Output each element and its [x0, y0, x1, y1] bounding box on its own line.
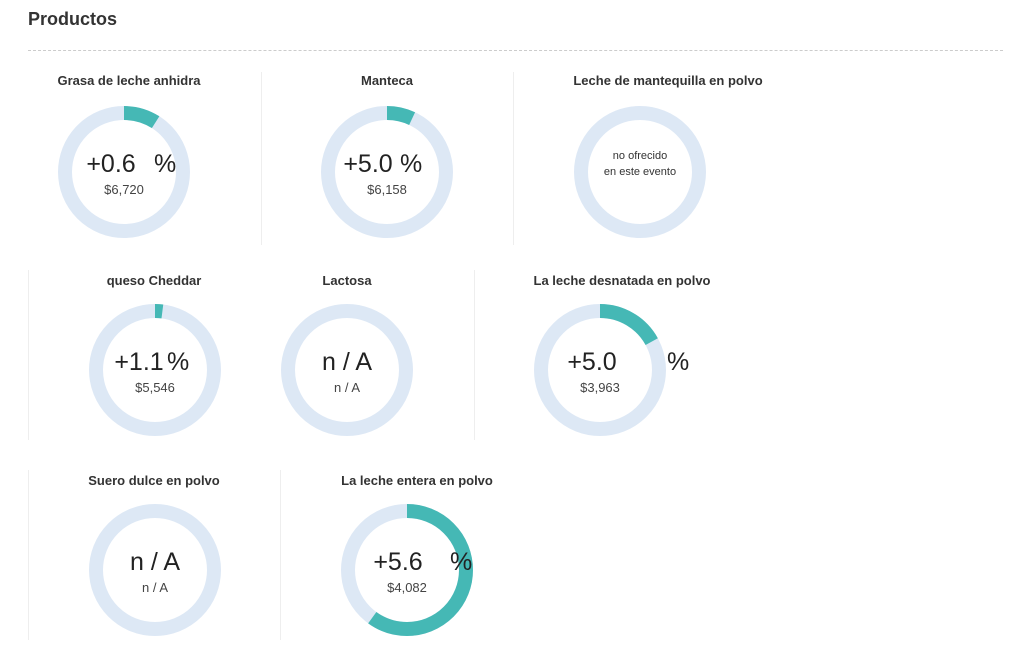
product-donut[interactable]: no ofrecido en este evento: [572, 104, 708, 240]
price: n / A: [333, 380, 361, 395]
product-donut[interactable]: +5.0 % $6,158: [319, 104, 455, 240]
donut-ring: [58, 106, 190, 238]
price: $5,546: [135, 380, 175, 395]
product-donut[interactable]: +5.0 % $3,963: [532, 302, 689, 438]
product-donut[interactable]: +1.1 % $5,546: [87, 302, 223, 438]
product-title: Leche de mantequilla en polvo: [573, 73, 763, 88]
product-title: Lactosa: [322, 273, 372, 288]
donut-ring: [574, 106, 706, 238]
change-value: +5.0: [343, 150, 393, 178]
donut-track: [89, 504, 221, 636]
donut-ring: [534, 304, 666, 436]
price: $6,720: [104, 182, 144, 197]
divider: [280, 470, 281, 640]
product-title: La leche desnatada en polvo: [533, 273, 711, 288]
product-donut[interactable]: n / A n / A: [279, 302, 415, 438]
donut-fill-arc: [321, 106, 453, 238]
divider: [261, 72, 262, 245]
change-value: +5.6: [373, 548, 423, 576]
product-donut[interactable]: +5.6 % $4,082: [339, 502, 475, 638]
divider: [513, 72, 514, 245]
product-title: Manteca: [360, 73, 414, 88]
change-value: n / A: [321, 348, 373, 376]
not-offered-line1: no ofrecido: [612, 150, 668, 162]
percent-sign: %: [450, 548, 473, 576]
price: $4,082: [387, 580, 427, 595]
price: $3,963: [580, 380, 620, 395]
price: $6,158: [367, 182, 407, 197]
product-donut[interactable]: n / A n / A: [87, 502, 223, 638]
product-title: La leche entera en polvo: [341, 473, 493, 488]
not-offered-line2: en este evento: [603, 166, 677, 178]
divider: [28, 270, 29, 440]
donut-ring: [281, 304, 413, 436]
product-title: queso Cheddar: [106, 273, 202, 288]
product-donut[interactable]: +0.6 % $6,720: [56, 104, 192, 240]
divider: [28, 50, 1003, 51]
donut-track: [574, 106, 706, 238]
price: n / A: [141, 580, 169, 595]
percent-sign: %: [400, 150, 423, 178]
page-title: Productos: [28, 9, 118, 29]
donut-fill-arc: [89, 304, 221, 436]
donut-track: [281, 304, 413, 436]
change-value: +1.1: [114, 348, 164, 376]
divider: [28, 470, 29, 640]
donut-ring: [89, 504, 221, 636]
change-value: +5.0: [567, 348, 617, 376]
donut-fill-arc: [341, 504, 473, 636]
donut-ring: [89, 304, 221, 436]
change-value: +0.6: [86, 150, 136, 178]
change-value: n / A: [129, 548, 181, 576]
percent-sign: %: [154, 150, 177, 178]
donut-ring: [341, 504, 473, 636]
percent-sign: %: [167, 348, 190, 376]
donut-fill-arc: [58, 106, 190, 238]
product-title: Grasa de leche anhidra: [57, 73, 201, 88]
product-title: Suero dulce en polvo: [88, 473, 220, 488]
percent-sign: %: [667, 348, 690, 376]
donut-fill-arc: [534, 304, 666, 436]
donut-ring: [321, 106, 453, 238]
divider: [474, 270, 475, 440]
